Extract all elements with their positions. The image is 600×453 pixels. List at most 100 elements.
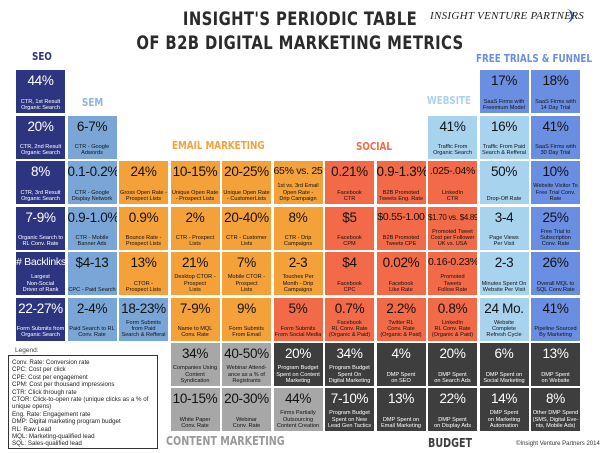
metric-cell-email: 7% Mobile CTOR - Prospect Lists <box>222 252 271 295</box>
metric-label: CTR - Mobile Banner Ads <box>75 235 109 248</box>
metric-value: 20-30% <box>224 391 269 406</box>
insight-logo: INSIGHT VENTURE PARTNERS <box>430 10 585 22</box>
metric-label: LinkedIn CTR <box>441 189 464 202</box>
metric-cell-sem: 18-23% Form Submits from Paid Search & Re… <box>119 297 168 341</box>
metric-cell-email: 7-9% Name to MQL Conv. Rate <box>170 297 220 341</box>
metric-cell-email: 8% CTR - Drip Campaigns <box>273 206 323 250</box>
metric-value: 41% <box>439 118 466 134</box>
metric-label: SaaS Firms with 30 Day Trial <box>535 144 576 157</box>
metric-value: 24 Mo. <box>484 300 524 316</box>
metric-cell-website: 2-3 Minutes Spent On Website Per Visit <box>479 252 529 295</box>
metric-cell-email: 2-3 Touches Per Month - Drip Campaigns <box>273 252 323 295</box>
metric-label: Page Views Per Visit <box>489 235 519 248</box>
metric-value: $4 <box>342 255 357 270</box>
metric-label: CTR - Drip Campaigns <box>283 235 313 248</box>
metric-label: Facebook CPC <box>337 280 362 293</box>
metric-value: 22% <box>439 391 466 406</box>
metric-label: LinkedIn RL Conv. Rate (Organic & Paid) <box>431 319 474 339</box>
metric-cell-seo: 22-27% Form Submits from Organic Search <box>16 297 65 341</box>
metric-label: Form Submits from Paid Search & Refferal <box>121 319 166 339</box>
metric-cell-content: 44% Firms Partially Outsourcing Content C… <box>273 388 323 431</box>
metric-label: Promoted Tweets Follow Rate <box>437 274 468 293</box>
metric-value: $0.55-1.00 <box>377 210 425 223</box>
metric-cell-email: 10-15% Unique Open Rate - Prospect Lists <box>170 161 220 204</box>
metric-label: Free Trial to Subscription Conv. Rate <box>540 228 571 248</box>
metric-value: 20-25% <box>224 164 269 179</box>
metric-label: CTR, 1st Result Organic Search <box>20 98 61 111</box>
metric-value: 0.9-1.0% <box>67 209 117 225</box>
metric-cell-content: 40-50% Webinar Attend- ance as a % of Reg… <box>222 343 271 386</box>
legend-item: SQL: Sales-qualified lead <box>12 440 82 448</box>
metric-cell-sem: $4-13 CPC - Paid Search <box>67 252 117 295</box>
metric-label: SaaS Firms with Freemium Model <box>483 98 525 111</box>
metric-label: Unique Open Rate - CustomerLists <box>223 189 270 202</box>
metric-cell-budget: 20% Program Budget Spent on Content Marke… <box>273 343 323 386</box>
metric-value: 0.16-0.23% <box>428 256 477 268</box>
metric-cell-social: 0.21% Facebook CTR <box>325 161 374 204</box>
metric-label: Drop-Off Rate <box>486 195 522 202</box>
metric-cell-social: 0.9-1.3% B2B Promoted Tweets Eng. Rate <box>376 161 426 204</box>
metric-label: DMP Spent on Website <box>541 371 570 384</box>
metric-label: Program Budget Spent on Content Marketin… <box>276 365 320 384</box>
metric-value: 3-4 <box>494 209 514 225</box>
metric-value: 26% <box>542 255 569 270</box>
metric-value: 10-15% <box>172 391 218 406</box>
metric-value: 20% <box>284 346 312 361</box>
metric-cell-email: 9% Form Submits From Email <box>222 297 271 341</box>
metric-value: 18% <box>542 73 569 88</box>
metric-value: 4% <box>391 346 411 361</box>
header-email-marketing: EMAIL MARKETING <box>172 139 265 152</box>
metric-label: Minutes Spent On Website Per Visit <box>481 280 527 293</box>
metric-label: DMP Spent on Display Ads <box>433 416 471 429</box>
metric-label: B2B Promoted Tweets Eng. Rate <box>378 189 424 202</box>
metric-cell-website: 3-4 Page Views Per Visit <box>479 206 529 250</box>
metric-cell-social: 0.7% Facebook RL Conv. Rate (Organic & Pa… <box>325 297 374 341</box>
metric-value: 2.2% <box>386 300 416 316</box>
metric-value: 7-9% <box>25 209 56 225</box>
metric-value: 2-4% <box>76 300 108 316</box>
metric-cell-social: 0.8% LinkedIn RL Conv. Rate (Organic & Pa… <box>428 297 477 341</box>
metric-label: Facebook CPM <box>337 235 362 248</box>
metric-label: DMP Spent on Email Marketing <box>380 416 422 429</box>
metric-cell-social: .025-.04% LinkedIn CTR <box>428 161 477 204</box>
metric-value: 7-10% <box>330 391 369 406</box>
metric-cell-social: 0.02% Facebook Like Rate <box>376 252 426 295</box>
metric-value: # Backlinks <box>16 256 65 268</box>
legend-item: CPC: Cost per click <box>12 366 66 374</box>
metric-cell-email: 20-40% CTR - Customer Lists <box>222 206 271 250</box>
metric-cell-seo: 44% CTR, 1st Result Organic Search <box>16 70 65 113</box>
metric-value: 41% <box>542 118 569 134</box>
metric-cell-funnel: 41% Pipeline Sourced By Marketing <box>531 297 580 341</box>
metric-cell-email: 24% Gross Open Rate - Prospect Lists <box>119 161 168 204</box>
metric-label: Facebook CTR <box>337 189 362 202</box>
metric-value: 10-15% <box>172 164 218 179</box>
metric-cell-social: 5% Form Submits From Social Media <box>273 297 323 341</box>
title-line-1: INSIGHT'S PERIODIC TABLE <box>182 8 418 30</box>
metric-cell-website: 41% Traffic From Organic Search <box>428 115 477 159</box>
metric-label: Largest Non-Social Driver of Rank <box>22 274 59 293</box>
metric-value: 0.8% <box>437 300 468 316</box>
title-line-2: OF B2B DIGITAL MARKETING METRICS <box>136 32 464 54</box>
metric-value: 20% <box>27 118 54 134</box>
metric-cell-email: 20-25% Unique Open Rate - CustomerLists <box>222 161 271 204</box>
metric-label: CTR - Google Adwords <box>74 144 110 157</box>
legend-box: Conv. Rate: Conversion rate CPC: Cost per… <box>8 355 158 449</box>
metric-value: 13% <box>130 255 157 270</box>
metric-value: 44% <box>284 391 312 406</box>
metric-value: 21% <box>181 255 209 270</box>
metric-value: 34% <box>336 346 363 361</box>
metric-cell-social: $5 Facebook CPM <box>325 206 374 250</box>
metric-label: Form Submits from Organic Search <box>16 326 65 339</box>
legend-item: MQL: Marketing-qualified lead <box>12 433 95 441</box>
metric-cell-email: 13% CTOR - Prospect Lists <box>119 252 168 295</box>
metric-cell-website: 16% Traffic From Paid Search & Refferal <box>479 115 529 159</box>
metric-value: 20-40% <box>224 209 269 225</box>
legend-item: DMP: Digital marketing program budget <box>12 418 121 426</box>
metric-label: Webinar Conv. Rate <box>232 416 261 429</box>
metric-label: Bounce Rate - Prospect Lists <box>125 235 162 248</box>
metric-label: CPC - Paid Search <box>68 286 116 293</box>
header-seo: SEO <box>32 50 52 63</box>
metric-label: SaaS Firms with 14 Day Trial <box>535 98 576 111</box>
metric-label: DMP Spent on Search Ads <box>434 371 471 384</box>
legend-item: CPM: Cost per thousand impressions <box>12 381 115 389</box>
